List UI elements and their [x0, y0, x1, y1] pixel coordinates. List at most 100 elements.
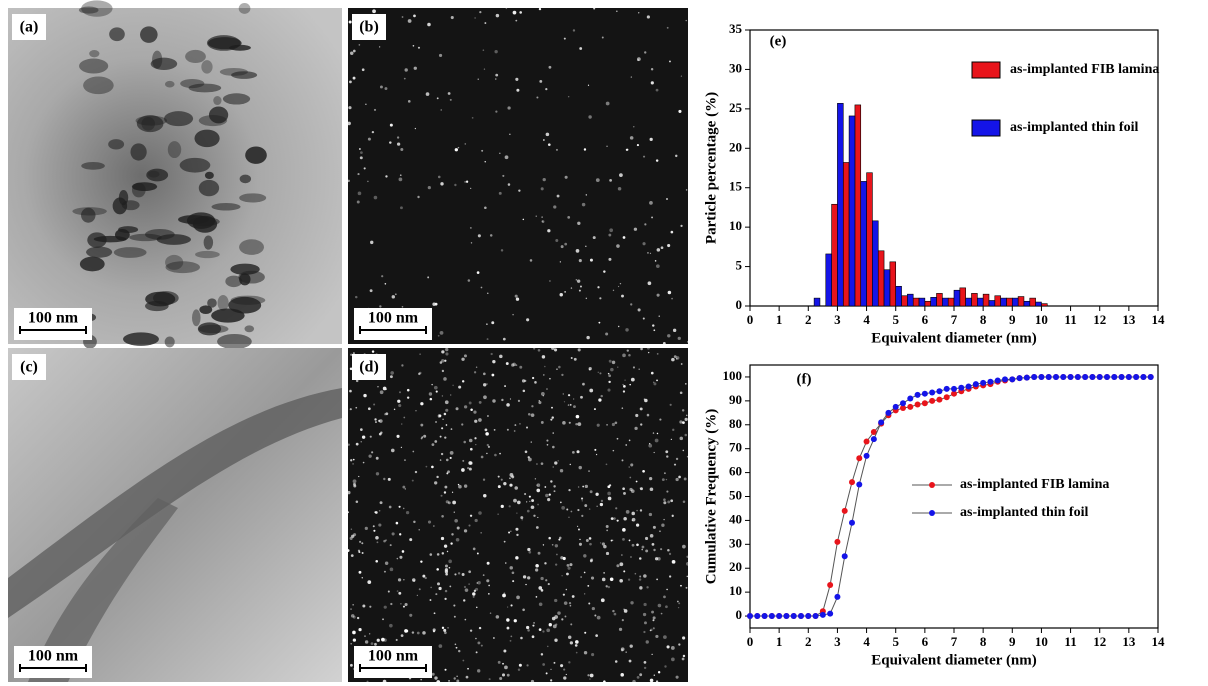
- image-speck: [431, 672, 435, 676]
- image-speck: [450, 15, 454, 20]
- image-speck: [653, 548, 656, 552]
- image-speck: [589, 388, 594, 393]
- image-speck: [519, 365, 523, 369]
- image-speck: [649, 477, 653, 481]
- image-speck: [608, 484, 612, 487]
- image-speck: [603, 544, 607, 549]
- image-blob: [204, 171, 214, 180]
- image-speck: [418, 588, 421, 591]
- image-speck: [492, 399, 496, 403]
- image-speck: [502, 662, 504, 665]
- image-speck: [356, 200, 360, 204]
- image-speck: [559, 261, 561, 263]
- image-speck: [645, 640, 649, 644]
- image-speck: [677, 607, 680, 609]
- image-speck: [399, 174, 402, 177]
- image-speck: [503, 481, 507, 486]
- image-speck: [376, 541, 379, 544]
- point: [943, 385, 950, 392]
- image-speck: [680, 224, 683, 228]
- image-speck: [578, 289, 581, 292]
- series-line: [750, 376, 1151, 617]
- point: [965, 383, 972, 390]
- image-speck: [614, 421, 618, 425]
- image-speck: [548, 65, 552, 69]
- image-speck: [547, 143, 551, 146]
- image-speck: [378, 419, 381, 422]
- image-speck: [622, 487, 625, 491]
- image-speck: [522, 575, 527, 579]
- image-speck: [569, 403, 572, 406]
- image-speck: [455, 646, 458, 649]
- image-speck: [477, 581, 481, 585]
- image-speck: [444, 400, 449, 405]
- image-speck: [385, 388, 387, 390]
- image-speck: [416, 594, 418, 597]
- image-speck: [520, 636, 523, 640]
- point: [1082, 373, 1089, 380]
- image-speck: [364, 640, 369, 644]
- scale-bar: [359, 326, 427, 334]
- image-speck: [439, 331, 444, 335]
- image-speck: [515, 527, 519, 531]
- image-speck: [619, 173, 623, 178]
- image-speck: [673, 355, 677, 359]
- image-speck: [630, 76, 633, 78]
- image-speck: [441, 427, 444, 430]
- point: [914, 401, 921, 408]
- image-speck: [428, 392, 433, 396]
- image-speck: [556, 553, 558, 556]
- image-speck: [398, 177, 403, 182]
- image-speck: [686, 555, 689, 558]
- image-speck: [630, 601, 634, 605]
- image-speck: [535, 596, 538, 598]
- image-speck: [515, 297, 520, 301]
- image-speck: [537, 551, 541, 555]
- scale-box: [14, 646, 92, 678]
- image-speck: [373, 195, 378, 200]
- image-speck: [487, 445, 491, 448]
- image-speck: [545, 579, 548, 582]
- y-tick-label: 100: [723, 368, 743, 383]
- image-speck: [389, 567, 394, 572]
- point: [1038, 373, 1045, 380]
- image-speck: [372, 9, 376, 14]
- point: [1104, 373, 1110, 380]
- image-speck: [585, 297, 588, 300]
- x-tick-label: 7: [951, 312, 958, 327]
- image-speck: [452, 384, 454, 387]
- bar: [988, 300, 996, 307]
- x-tick-label: 2: [805, 634, 812, 649]
- image-speck: [567, 394, 571, 397]
- image-speck: [363, 393, 367, 398]
- image-speck: [420, 678, 422, 681]
- image-speck: [530, 413, 535, 418]
- image-speck: [530, 441, 532, 443]
- image-speck: [548, 536, 551, 540]
- image-speck: [685, 586, 688, 589]
- image-blob: [167, 141, 182, 159]
- image-speck: [505, 362, 509, 365]
- image-speck: [471, 116, 474, 119]
- image-speck: [369, 289, 373, 293]
- image-speck: [568, 516, 570, 518]
- image-speck: [470, 242, 473, 244]
- image-speck: [483, 383, 487, 387]
- image-speck: [521, 519, 523, 521]
- image-speck: [563, 601, 568, 605]
- image-speck: [684, 417, 688, 421]
- image-speck: [404, 629, 408, 633]
- image-blob: [179, 157, 211, 173]
- image-speck: [583, 571, 586, 574]
- image-speck: [540, 653, 544, 656]
- image-speck: [370, 240, 374, 245]
- image-speck: [667, 549, 670, 552]
- image-speck: [502, 174, 505, 177]
- image-speck: [506, 673, 510, 677]
- image-speck: [529, 500, 531, 503]
- x-tick-label: 2: [805, 312, 812, 327]
- image-speck: [493, 637, 495, 639]
- image-speck: [538, 586, 543, 590]
- image-speck: [628, 466, 630, 468]
- image-speck: [433, 612, 436, 615]
